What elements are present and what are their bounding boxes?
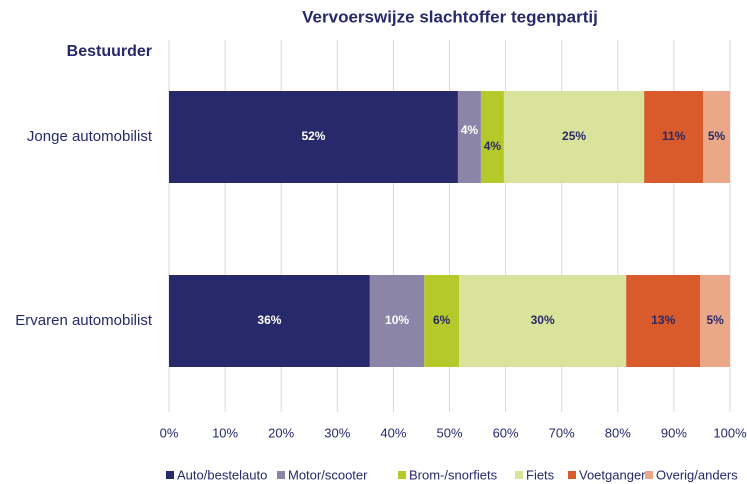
legend-marker [568,471,576,479]
x-tick-label: 50% [436,425,462,440]
legend-label: Voetganger [579,467,646,482]
legend-marker [166,471,174,479]
bar-segment [459,275,627,367]
value-label: 13% [651,313,675,327]
x-tick-label: 20% [268,425,294,440]
x-tick-label: 0% [160,425,179,440]
legend-label: Auto/bestelauto [177,467,267,482]
value-label: 10% [385,313,409,327]
legend-label: Motor/scooter [288,467,368,482]
bar-segment [424,275,460,367]
bar-segment [169,91,458,183]
bar-segment [644,91,704,183]
x-tick-label: 80% [605,425,631,440]
legend-label: Overig/anders [656,467,738,482]
value-label: 30% [531,313,555,327]
bar-segment [457,91,481,183]
value-label: 4% [484,139,502,153]
bar-segment [703,91,730,183]
value-label: 6% [433,313,451,327]
value-label: 11% [662,129,686,143]
value-label: 52% [301,129,325,143]
legend-marker [645,471,653,479]
bar-segment [369,275,425,367]
x-tick-label: 30% [324,425,350,440]
x-tick-label: 90% [661,425,687,440]
legend-label: Brom-/snorfiets [409,467,498,482]
bar-segment [503,91,645,183]
value-label: 5% [706,313,724,327]
legend-marker [277,471,285,479]
chart-title: Vervoerswijze slachtoffer tegenpartij [302,7,598,26]
x-tick-label: 70% [549,425,575,440]
bar-segment [700,275,730,367]
value-label: 36% [257,313,281,327]
legend-marker [398,471,406,479]
x-tick-label: 60% [493,425,519,440]
y-tick-label: Ervaren automobilist [15,312,153,329]
legend-label: Fiets [526,467,555,482]
bar-segment [480,91,504,183]
x-tick-label: 40% [380,425,406,440]
value-label: 25% [562,129,586,143]
x-tick-label: 10% [212,425,238,440]
value-label: 4% [461,123,479,137]
y-axis-title: Bestuurder [67,43,152,60]
legend-marker [515,471,523,479]
value-label: 5% [708,129,726,143]
x-tick-label: 100% [713,425,747,440]
y-tick-label: Jonge automobilist [27,128,153,145]
bar-segment [169,275,370,367]
bar-segment [626,275,701,367]
